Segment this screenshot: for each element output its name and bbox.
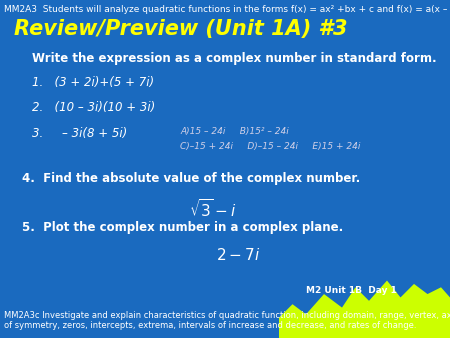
Text: A)15 – 24i     B)15² – 24i: A)15 – 24i B)15² – 24i (180, 127, 289, 136)
Text: M2 Unit 1B  Day 1: M2 Unit 1B Day 1 (306, 286, 397, 295)
Text: 5.  Plot the complex number in a complex plane.: 5. Plot the complex number in a complex … (22, 221, 344, 234)
Text: 1.   (3 + 2i)+(5 + 7i): 1. (3 + 2i)+(5 + 7i) (32, 76, 153, 89)
Text: MM2A3  Students will analyze quadratic functions in the forms f(x) = ax² +bx + c: MM2A3 Students will analyze quadratic fu… (4, 5, 450, 14)
Text: 2.   (10 – 3i)(10 + 3i): 2. (10 – 3i)(10 + 3i) (32, 101, 155, 114)
Text: C)–15 + 24i     D)–15 – 24i     E)15 + 24i: C)–15 + 24i D)–15 – 24i E)15 + 24i (180, 142, 360, 151)
Text: 4.  Find the absolute value of the complex number.: 4. Find the absolute value of the comple… (22, 172, 361, 185)
Text: $2 - 7i$: $2 - 7i$ (216, 247, 260, 263)
Polygon shape (279, 281, 450, 338)
Text: Review/Preview (Unit 1A) #3: Review/Preview (Unit 1A) #3 (14, 19, 347, 39)
Text: Write the expression as a complex number in standard form.: Write the expression as a complex number… (32, 52, 436, 65)
Text: $\sqrt{3} - i$: $\sqrt{3} - i$ (189, 198, 237, 220)
Text: MM2A3c Investigate and explain characteristics of quadratic function, including : MM2A3c Investigate and explain character… (4, 311, 450, 330)
Text: 3.     – 3i(8 + 5i): 3. – 3i(8 + 5i) (32, 127, 127, 140)
